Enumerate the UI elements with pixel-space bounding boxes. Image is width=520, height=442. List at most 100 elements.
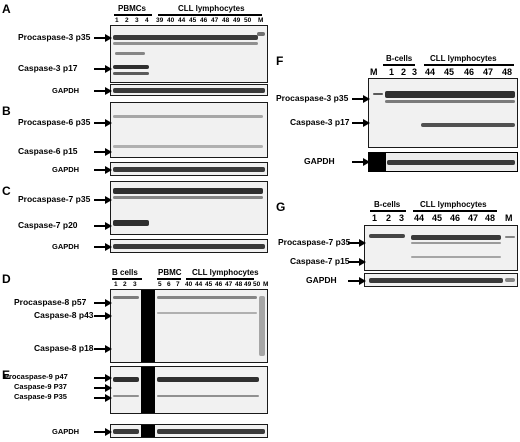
label-caspase3-f: Caspase-3 p17 (290, 117, 350, 127)
arrow-icon (94, 374, 112, 381)
blot-a-caspase3 (110, 25, 268, 83)
lane-label: 47 (211, 17, 219, 24)
lane-label: 46 (215, 281, 223, 288)
band-p35 (113, 188, 263, 194)
arrow-icon (348, 277, 366, 284)
label-procaspase3-a: Procaspase-3 p35 (18, 32, 91, 42)
header-bcells-g: B-cells (374, 200, 401, 209)
blot-d-caspase8 (110, 289, 268, 363)
band-p35 (113, 35, 258, 40)
blot-g-caspase7 (364, 225, 518, 271)
lane-label: 3 (399, 213, 405, 223)
label-caspase9-p37: Caspase-9 P37 (14, 382, 67, 391)
lane-label: M (370, 67, 378, 77)
blot-c-caspase7 (110, 181, 268, 235)
lane-labels-g: 1 2 3 44 45 46 47 48 M (364, 213, 518, 224)
blot-g-gapdh (364, 273, 518, 287)
arrow-icon (352, 95, 370, 102)
band-gapdh (113, 429, 139, 434)
band-p35 (411, 235, 501, 240)
label-gapdh-g: GAPDH (306, 275, 337, 285)
lane-label: 1 (114, 281, 118, 288)
header-bar-cll-g (413, 210, 497, 212)
label-caspase8-p18: Caspase-8 p18 (34, 343, 94, 353)
lane-label: 44 (178, 17, 186, 24)
header-cll-d: CLL lymphocytes (192, 268, 259, 277)
lane-label: 49 (244, 281, 252, 288)
arrow-icon (94, 345, 112, 352)
panel-letter-b: B (2, 104, 11, 118)
label-caspase7-g: Caspase-7 p15 (290, 256, 350, 266)
lane-label: 3 (135, 17, 139, 24)
lane-label: 5 (158, 281, 162, 288)
band-gapdh (113, 88, 265, 93)
band-p47-cll (157, 377, 259, 382)
label-gapdh-c: GAPDH (52, 242, 80, 251)
panel-letter-e: E (2, 368, 11, 382)
band-gapdh (113, 167, 265, 172)
lane-label: 2 (125, 17, 129, 24)
lane-label: 48 (485, 213, 496, 223)
lane-label: 1 (115, 17, 119, 24)
blot-b-gapdh (110, 162, 268, 176)
gel-gap (141, 367, 155, 413)
lane-label: M (258, 17, 264, 24)
band-p17 (113, 65, 149, 69)
header-cll-f: CLL lymphocytes (430, 54, 497, 63)
gel-gap (141, 425, 155, 437)
lane-label: 46 (200, 17, 208, 24)
header-bar-pbmc-d (157, 278, 181, 280)
header-bcells-f: B-cells (386, 54, 413, 63)
lane-label: 49 (233, 17, 241, 24)
band-gapdh (113, 244, 265, 249)
gel-gap (141, 290, 155, 362)
lane-label: 2 (401, 67, 407, 77)
band-marker (259, 296, 265, 356)
label-procaspase7-g: Procaspase-7 p35 (278, 237, 351, 247)
header-bar-bcells-f (383, 64, 415, 66)
arrow-icon (94, 299, 112, 306)
header-bar-cll-d (186, 278, 254, 280)
band-p35-lower (385, 100, 515, 103)
header-bar-bcells-g (370, 210, 406, 212)
band-marker (505, 236, 515, 238)
lane-labels-d: 1 2 3 5 6 7 40 44 45 46 47 48 49 50 M (112, 281, 268, 290)
band-marker (257, 32, 265, 36)
arrow-icon (352, 158, 370, 165)
header-bar-cll (158, 14, 262, 16)
panel-letter-d: D (2, 272, 11, 286)
lane-label: 44 (195, 281, 203, 288)
lane-label: 45 (444, 67, 455, 77)
arrow-icon (348, 258, 366, 265)
band-p35-lower (113, 196, 263, 199)
lane-label: 47 (468, 213, 479, 223)
lane-label: 44 (414, 213, 425, 223)
lane-label: 47 (483, 67, 494, 77)
lane-label: 2 (123, 281, 127, 288)
arrow-icon (94, 243, 112, 250)
arrow-icon (94, 394, 112, 401)
label-procaspase9-p47: Procaspase-9 p47 (4, 372, 68, 381)
band-p17 (421, 123, 515, 127)
arrow-icon (94, 166, 112, 173)
arrow-icon (94, 312, 112, 319)
band-p15 (411, 256, 501, 258)
lane-label: 48 (222, 17, 230, 24)
lane-label: 3 (412, 67, 418, 77)
panel-letter-a: A (2, 2, 11, 16)
lane-label: 6 (167, 281, 171, 288)
header-bar-pbmcs (114, 14, 152, 16)
lane-label: 2 (386, 213, 392, 223)
band-marker (505, 278, 515, 282)
marker-lane-dark (369, 153, 386, 171)
band-p35 (385, 91, 515, 98)
header-bar-cll-f (424, 64, 514, 66)
band-p35 (113, 115, 263, 118)
label-gapdh-a: GAPDH (52, 86, 80, 95)
header-pbmcs: PBMCs (118, 4, 147, 13)
label-caspase6-b: Caspase-6 p15 (18, 146, 78, 156)
band-marker (373, 93, 383, 95)
band-p37-cll (157, 395, 259, 397)
label-caspase9-p35: Caspase-9 P35 (14, 392, 67, 401)
band-p35-lower (411, 242, 501, 244)
